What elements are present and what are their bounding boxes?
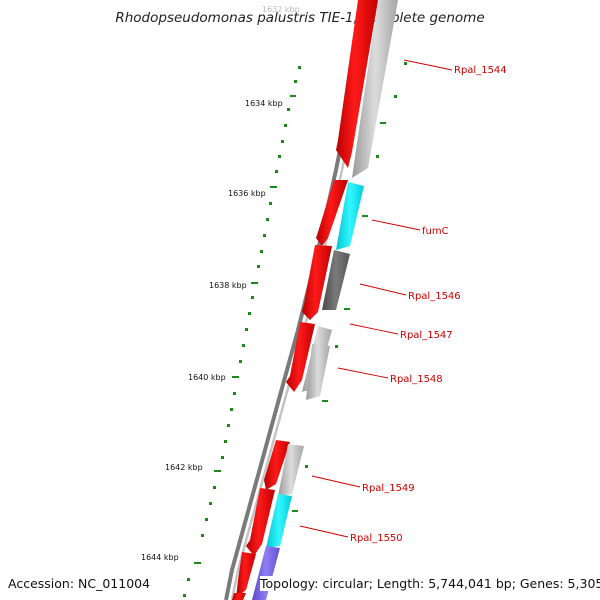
map-title: Rhodopseudomonas palustris TIE-1, comple…	[115, 10, 484, 26]
cds-arrow[interactable]	[236, 552, 256, 598]
gene-fumc[interactable]	[336, 182, 364, 250]
scale-ticks	[183, 62, 407, 597]
cds-arrow[interactable]	[302, 245, 332, 320]
gene-slate[interactable]	[252, 546, 280, 600]
label-leaders	[299, 59, 453, 538]
cds-arrow[interactable]	[232, 593, 246, 600]
gene-label-rpal-1544[interactable]: Rpal_1544	[454, 65, 507, 76]
gene-rpal-1549[interactable]	[278, 444, 304, 496]
kbp-label-1636: 1636 kbp	[228, 189, 266, 198]
cds-arrow[interactable]	[246, 488, 275, 556]
accession-label: Accession: NC_011004	[8, 576, 151, 591]
gene-rpal-1550[interactable]	[266, 494, 292, 548]
gene-rpal-1546[interactable]	[322, 250, 350, 310]
gene-rpal-1548[interactable]	[306, 344, 330, 400]
cds-annotated-strand	[252, 0, 398, 600]
gene-label-fumc[interactable]: fumC	[422, 226, 449, 237]
topology-label: Topology: circular; Length: 5,744,041 bp…	[260, 576, 600, 591]
gene-label-rpal-1549[interactable]: Rpal_1549	[362, 483, 415, 494]
kbp-label-1632: 1632 kbp	[262, 5, 300, 14]
cds-arrow[interactable]	[336, 0, 378, 168]
kbp-label-1642: 1642 kbp	[165, 463, 203, 472]
cds-arrow[interactable]	[264, 440, 290, 490]
gene-label-rpal-1550[interactable]: Rpal_1550	[350, 533, 403, 544]
cds-arrow[interactable]	[316, 180, 348, 246]
gene-label-rpal-1546[interactable]: Rpal_1546	[408, 291, 461, 302]
kbp-label-1634: 1634 kbp	[245, 99, 283, 108]
gene-label-rpal-1548[interactable]: Rpal_1548	[390, 374, 443, 385]
gene-rpal-1544[interactable]	[352, 0, 398, 178]
gene-label-rpal-1547[interactable]: Rpal_1547	[400, 330, 453, 341]
cds-arrow[interactable]	[286, 322, 315, 392]
cds-forward-strand	[232, 0, 378, 600]
kbp-label-1644: 1644 kbp	[141, 553, 179, 562]
kbp-label-1640: 1640 kbp	[188, 373, 226, 382]
kbp-label-1638: 1638 kbp	[209, 281, 247, 290]
